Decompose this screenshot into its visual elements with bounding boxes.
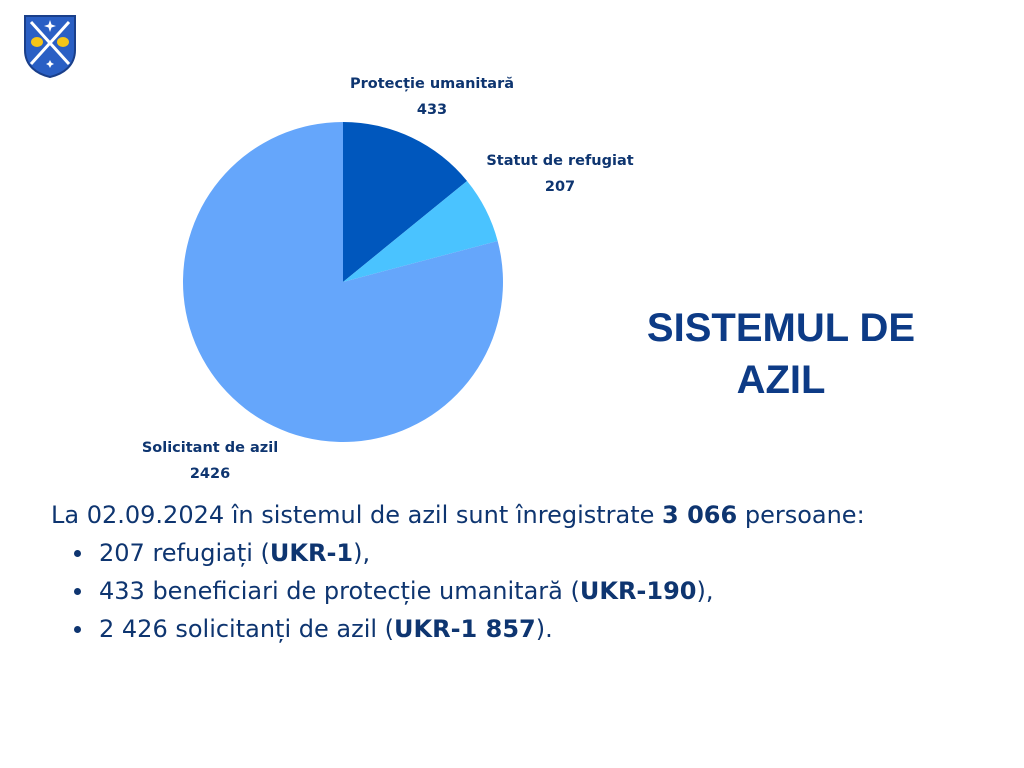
item-code: UKR-1 xyxy=(269,539,354,567)
slice-label: Solicitant de azil xyxy=(142,440,278,456)
slice-label: Statut de refugiat xyxy=(486,153,633,169)
slice-value-label: 207 xyxy=(545,179,575,195)
item-code: UKR-1 857 xyxy=(394,615,536,643)
pie-slice xyxy=(343,122,468,282)
title-line-2: AZIL xyxy=(736,358,826,402)
title-line-1: SISTEMUL DE xyxy=(646,306,916,350)
list-item: 207 refugiați (UKR-1), xyxy=(74,534,991,572)
intro-total: 3 066 xyxy=(662,501,738,529)
list-item: 433 beneficiari de protecție umanitară (… xyxy=(74,572,991,610)
item-end: ), xyxy=(696,577,714,605)
pie-slice xyxy=(343,180,498,282)
pie-chart: Protecție umanitară 433 Statut de refugiat… xyxy=(142,76,634,482)
item-end: ). xyxy=(535,615,553,643)
list-item: 2 426 solicitanți de azil (UKR-1 857). xyxy=(74,610,991,648)
summary-list: 207 refugiați (UKR-1), 433 beneficiari d… xyxy=(51,534,991,648)
item-text: 433 beneficiari de protecție umanitară ( xyxy=(99,577,580,605)
item-text: 207 refugiați ( xyxy=(99,539,270,567)
intro-suffix: persoane: xyxy=(737,501,865,529)
page-title: SISTEMUL DE AZIL xyxy=(600,302,962,406)
item-text: 2 426 solicitanți de azil ( xyxy=(99,615,395,643)
slice-value-label: 2426 xyxy=(190,466,230,482)
coat-of-arms-icon xyxy=(24,15,76,78)
intro-prefix: La 02.09.2024 în sistemul de azil sunt î… xyxy=(51,501,663,529)
item-end: ), xyxy=(353,539,371,567)
summary-intro: La 02.09.2024 în sistemul de azil sunt î… xyxy=(51,496,991,534)
item-code: UKR-190 xyxy=(579,577,697,605)
summary: La 02.09.2024 în sistemul de azil sunt î… xyxy=(51,496,991,648)
slice-label: Protecție umanitară xyxy=(350,76,514,92)
slice-value-label: 433 xyxy=(417,102,447,118)
pie-slice xyxy=(182,122,503,443)
